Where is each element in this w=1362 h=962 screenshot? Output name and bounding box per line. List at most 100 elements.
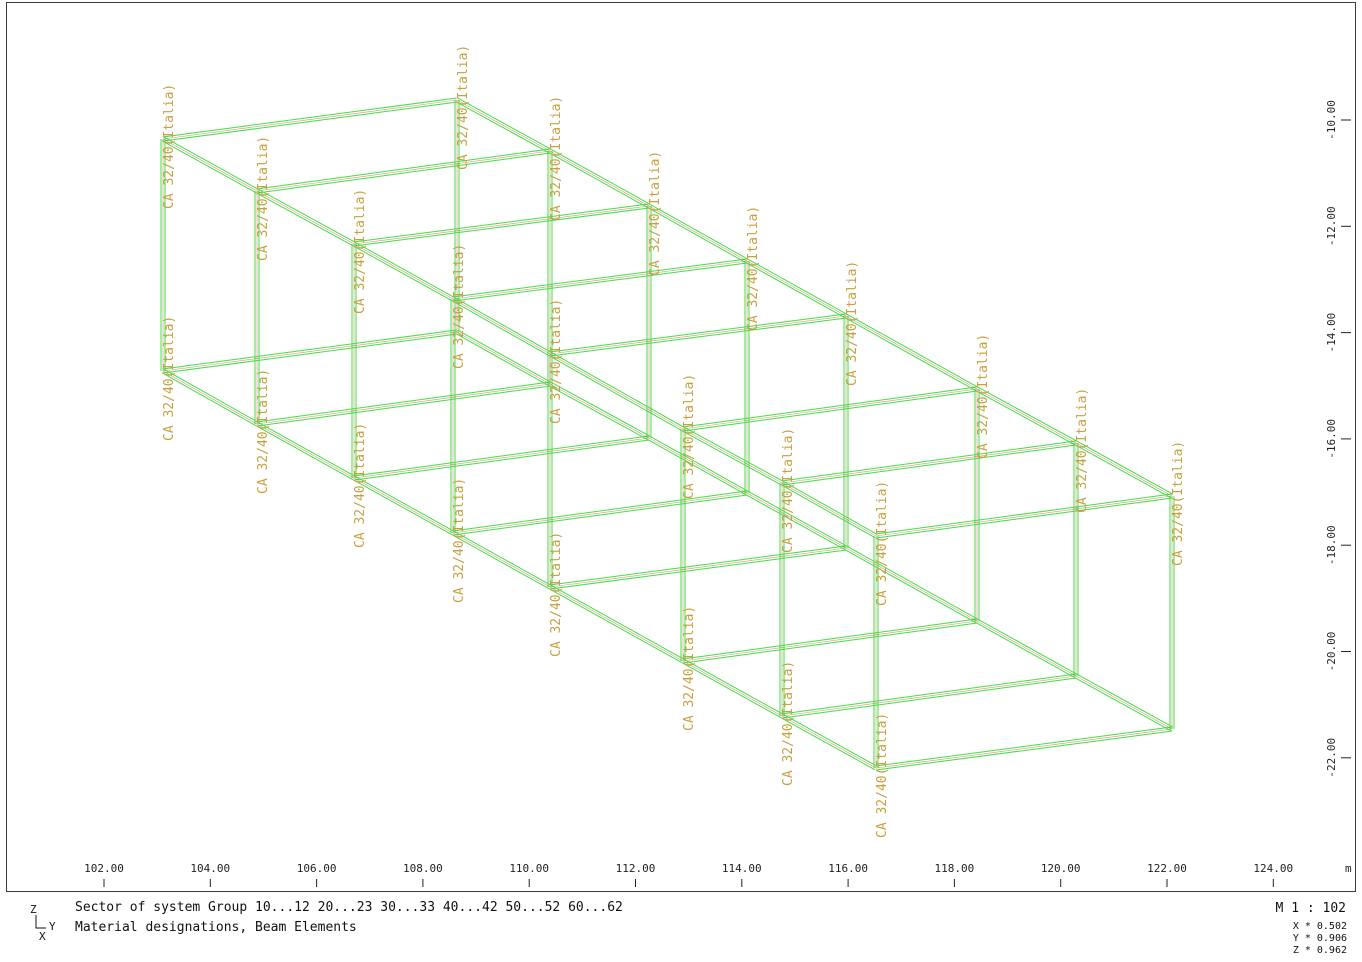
column-back-3[interactable] — [450, 299, 456, 533]
material-label-back-bottom-5: CA 32/40(Italia) — [682, 606, 697, 731]
column-back-4[interactable] — [547, 354, 553, 587]
crossbeam-bottom-2[interactable] — [353, 435, 650, 481]
crossbeam-top-6[interactable] — [781, 440, 1077, 486]
longitudinal-back-top-1[interactable] — [255, 188, 356, 247]
crossbeam-top-0[interactable] — [162, 97, 458, 142]
y-tick-label-5: -20.00 — [1325, 632, 1338, 672]
material-label-front-top-0: CA 32/40(Italia) — [456, 45, 471, 170]
crossbeam-top-3[interactable] — [452, 258, 748, 302]
material-label-front-top-2: CA 32/40(Italia) — [648, 151, 663, 276]
longitudinal-back-bottom-1[interactable] — [255, 421, 356, 481]
crossbeam-bottom-4[interactable] — [549, 545, 847, 590]
column-front-3[interactable] — [744, 261, 750, 493]
material-label-back-top-3: CA 32/40(Italia) — [452, 244, 467, 369]
material-label-back-top-4: CA 32/40(Italia) — [549, 299, 564, 424]
x-tick-label-0: 102.00 — [84, 862, 124, 875]
longitudinal-front-bottom-2[interactable] — [647, 435, 749, 496]
crossbeam-top-4[interactable] — [549, 313, 847, 357]
axis-triad-icon — [35, 915, 46, 929]
material-label-back-top-5: CA 32/40(Italia) — [682, 374, 697, 499]
x-tick-label-1: 104.00 — [190, 862, 230, 875]
longitudinal-front-bottom-3[interactable] — [745, 490, 848, 551]
y-tick-label-4: -18.00 — [1325, 525, 1338, 565]
longitudinal-back2-top-1[interactable] — [780, 480, 878, 539]
column-back-5[interactable] — [680, 429, 686, 661]
crossbeam-top-1[interactable] — [256, 148, 551, 194]
material-label-back-top-0: CA 32/40(Italia) — [162, 84, 177, 209]
material-label-front-top-3: CA 32/40(Italia) — [746, 206, 761, 331]
material-label-back-top-2: CA 32/40(Italia) — [353, 189, 368, 314]
material-label-back-bottom-1: CA 32/40(Italia) — [256, 369, 271, 494]
material-label-back-top-7: CA 32/40(Italia) — [875, 481, 890, 606]
axis-y-glyph: Y — [49, 920, 56, 933]
crossbeam-bottom-5[interactable] — [682, 618, 978, 664]
longitudinal-front-top-1[interactable] — [548, 148, 651, 209]
crossbeam-bottom-7[interactable] — [875, 726, 1173, 771]
connector-front-bottom[interactable] — [844, 545, 979, 624]
column-front-7[interactable] — [1169, 496, 1175, 729]
longitudinal-back-bottom-0[interactable] — [161, 368, 259, 427]
structure-viewport[interactable]: CA 32/40(Italia) CA 32/40(Italia) CA 32/40… — [6, 2, 1356, 892]
longitudinal-back-bottom-3[interactable] — [451, 530, 552, 590]
x-tick-label-7: 116.00 — [828, 862, 868, 875]
longitudinal-front2-bottom-1[interactable] — [1074, 673, 1174, 732]
longitudinal-back2-bottom-1[interactable] — [780, 713, 878, 771]
material-label-back-bottom-6: CA 32/40(Italia) — [781, 661, 796, 786]
column-back-0[interactable] — [160, 139, 166, 371]
view-factor-y: Y * 0.906 — [1292, 933, 1347, 944]
longitudinal-back-top-0[interactable] — [161, 136, 259, 194]
y-tick-label-1: -12.00 — [1325, 206, 1338, 246]
crossbeam-top-2[interactable] — [353, 203, 650, 247]
y-tick-label-0: -10.00 — [1325, 100, 1338, 140]
column-front-0[interactable] — [454, 100, 460, 332]
material-label-back-bottom-0: CA 32/40(Italia) — [162, 316, 177, 441]
y-tick-label-2: -14.00 — [1325, 313, 1338, 353]
longitudinal-front-bottom-0[interactable] — [455, 329, 552, 387]
longitudinal-front-top-4[interactable] — [844, 313, 979, 392]
sector-description: Sector of system Group 10...12 20...23 3… — [75, 900, 623, 915]
column-front-5[interactable] — [974, 389, 980, 621]
longitudinal-front-bottom-1[interactable] — [548, 381, 651, 441]
column-front-1[interactable] — [547, 151, 553, 384]
longitudinal-back2-bottom-0[interactable] — [681, 658, 784, 719]
longitudinal-front-top-5[interactable] — [975, 386, 1078, 446]
column-front-2[interactable] — [646, 206, 652, 438]
longitudinal-back-top-3[interactable] — [451, 296, 552, 357]
column-front-6[interactable] — [1073, 443, 1079, 676]
longitudinal-back2-top-0[interactable] — [681, 426, 784, 486]
view-factor-x: X * 0.502 — [1292, 921, 1347, 932]
longitudinal-front-top-0[interactable] — [455, 97, 552, 154]
longitudinal-back-bottom-2[interactable] — [352, 475, 455, 536]
longitudinal-front2-bottom-0[interactable] — [975, 618, 1078, 679]
x-axis-unit: m — [1345, 862, 1352, 875]
material-label-back-top-6: CA 32/40(Italia) — [781, 428, 796, 553]
material-label-front-top-1: CA 32/40(Italia) — [549, 96, 564, 221]
column-back-6[interactable] — [779, 483, 785, 716]
column-back-1[interactable] — [254, 191, 260, 424]
crossbeam-bottom-0[interactable] — [162, 329, 458, 374]
x-tick-label-6: 114.00 — [722, 862, 762, 875]
y-tick-label-3: -16.00 — [1325, 419, 1338, 459]
x-tick-label-11: 124.00 — [1253, 862, 1293, 875]
connector-top[interactable] — [548, 351, 685, 432]
longitudinal-back-top-2[interactable] — [352, 241, 455, 302]
column-back-7[interactable] — [873, 536, 879, 768]
axis-x-glyph: X — [39, 930, 46, 943]
y-axis: -10.00 -12.00 -14.00 -16.00 -18.00 -20.00 -22.… — [1325, 100, 1351, 778]
crossbeam-bottom-3[interactable] — [452, 490, 748, 536]
crossbeam-bottom-1[interactable] — [256, 381, 551, 427]
column-front-4[interactable] — [843, 316, 849, 548]
crossbeam-top-5[interactable] — [682, 386, 978, 432]
crossbeam-bottom-6[interactable] — [781, 673, 1077, 719]
connector-bottom[interactable] — [548, 584, 685, 664]
longitudinal-front-top-3[interactable] — [745, 258, 848, 319]
crossbeam-top-7[interactable] — [875, 493, 1173, 539]
axis-z-glyph: Z — [30, 903, 37, 916]
longitudinal-front-top-6[interactable] — [1074, 440, 1174, 499]
x-tick-label-5: 112.00 — [616, 862, 656, 875]
longitudinal-front-top-2[interactable] — [647, 203, 749, 264]
column-back-2[interactable] — [351, 244, 357, 478]
material-label-back-bottom-4: CA 32/40(Italia) — [549, 532, 564, 657]
y-tick-label-6: -22.00 — [1325, 738, 1338, 778]
